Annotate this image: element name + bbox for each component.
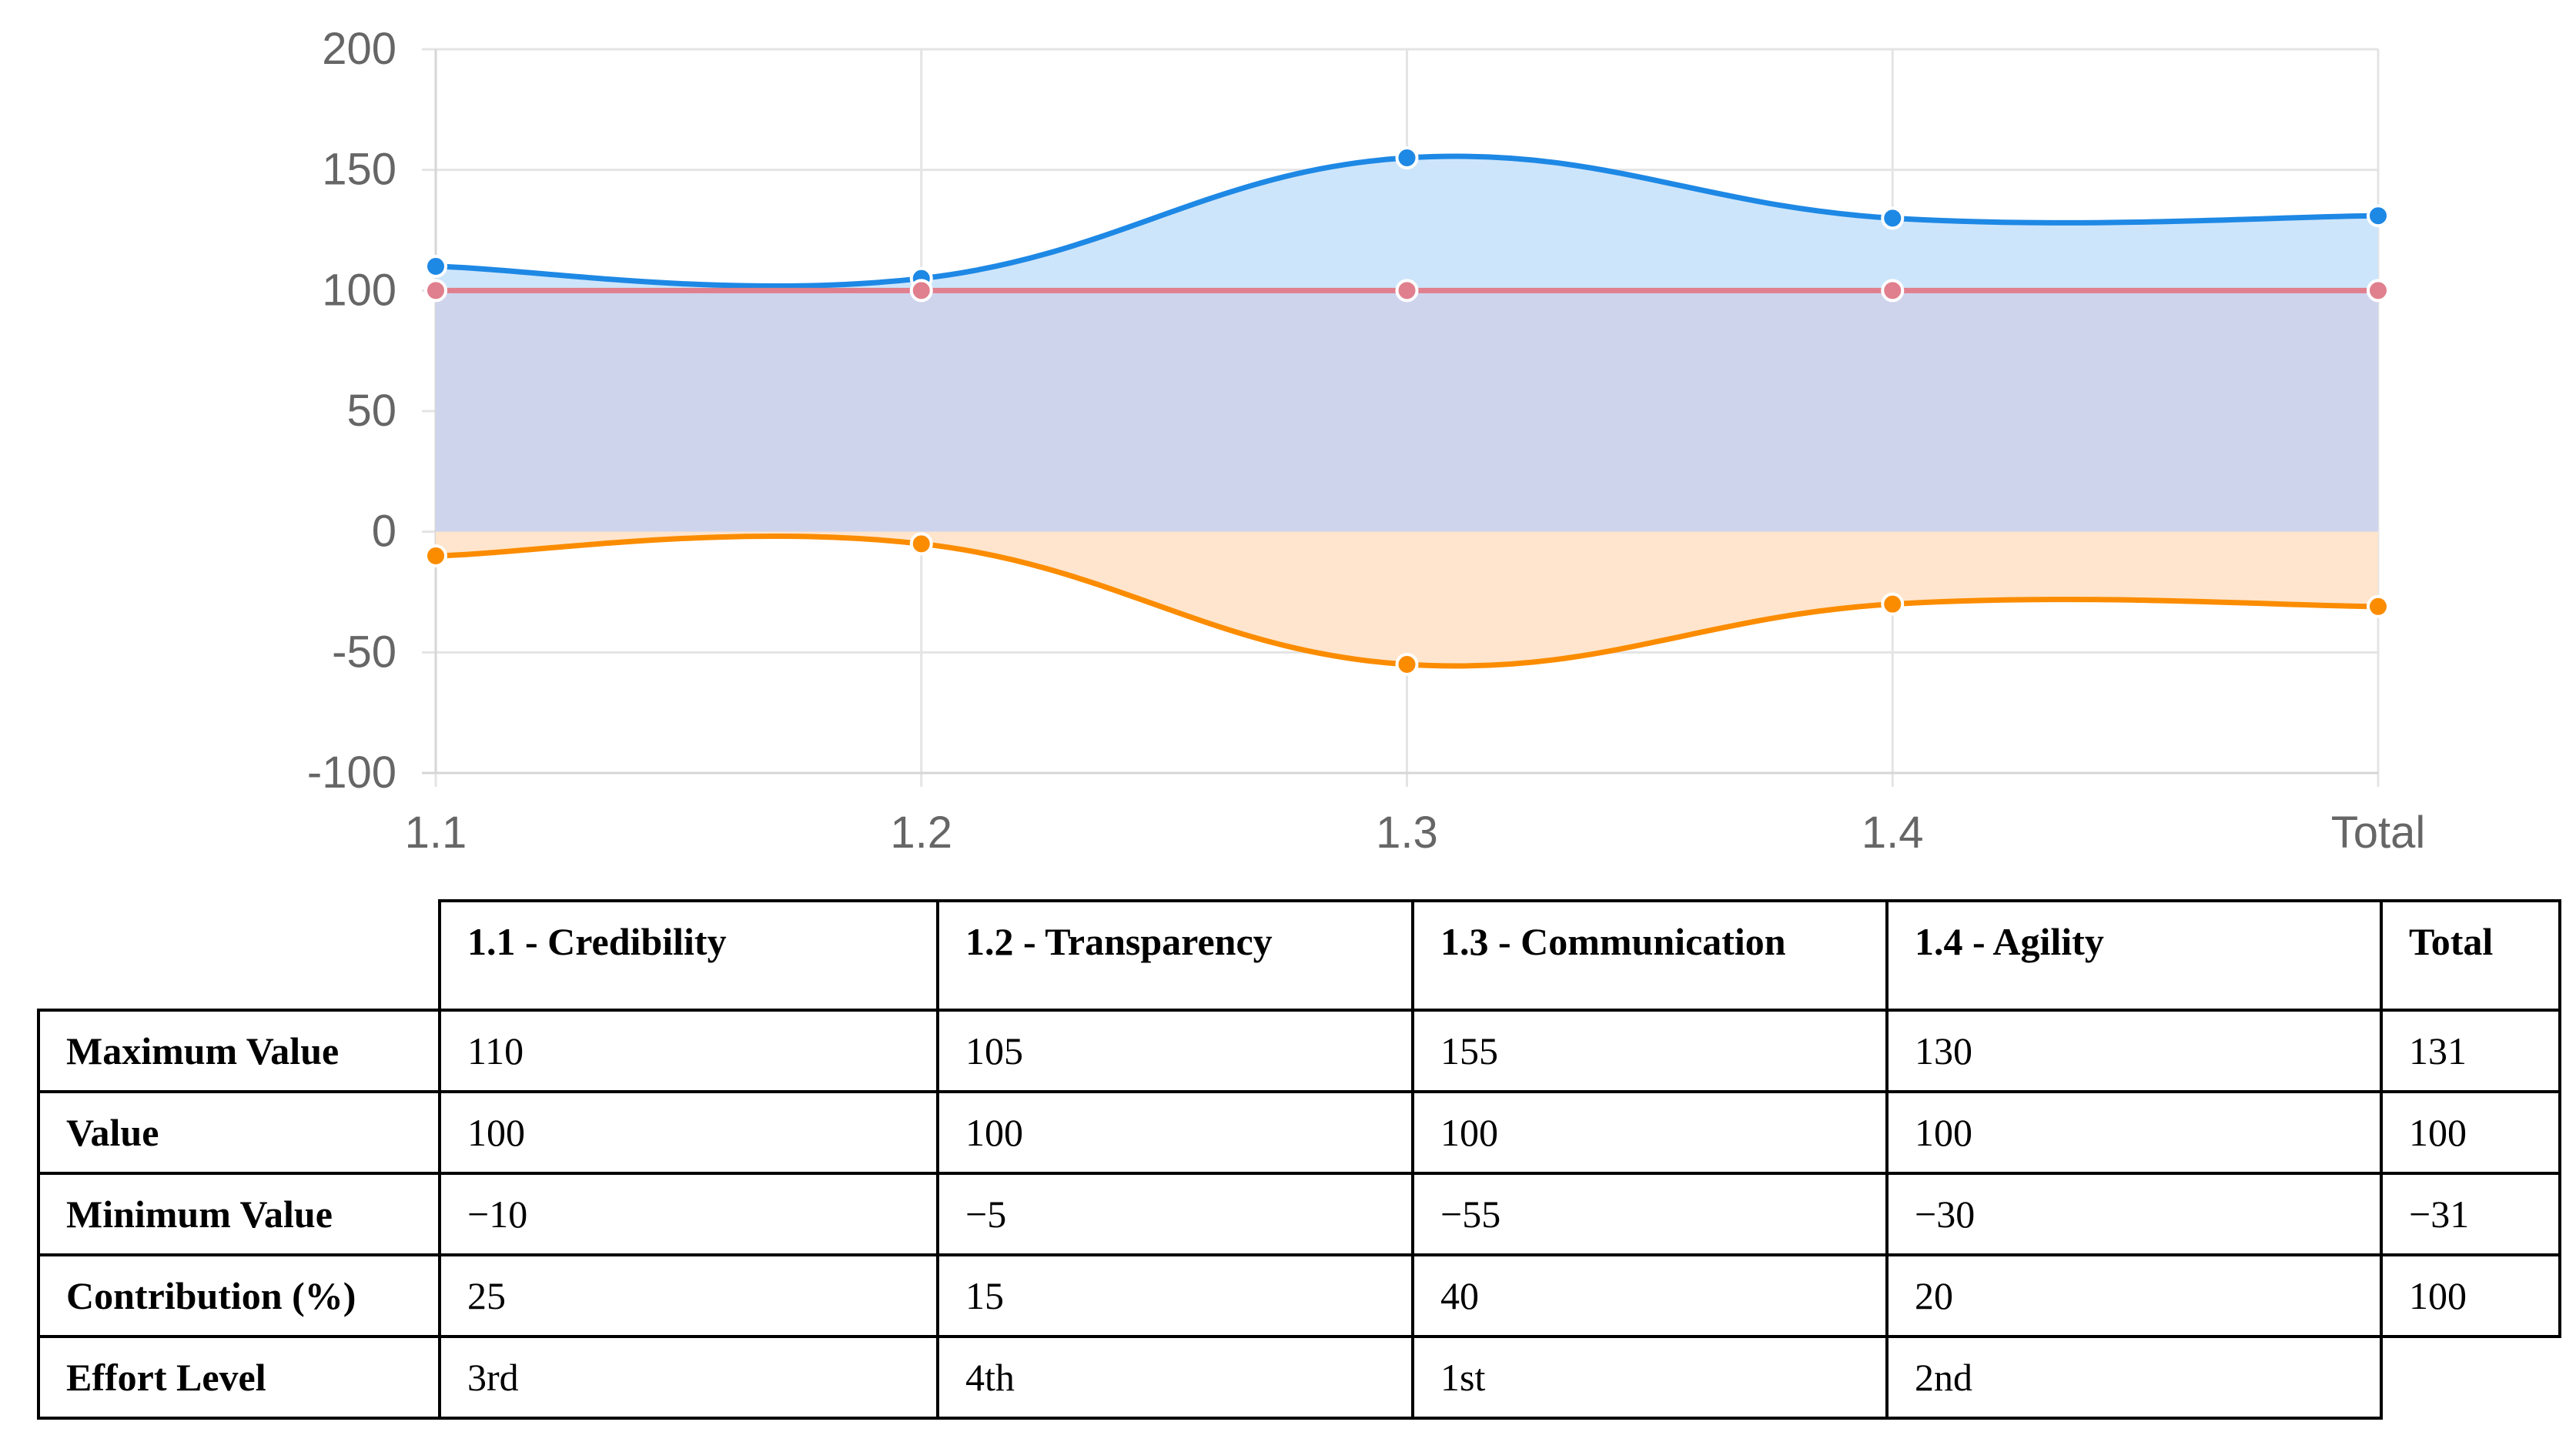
data-point-value [1881, 279, 1905, 303]
row-label: Maximum Value [37, 1009, 441, 1093]
y-tick-label: 100 [322, 265, 396, 315]
row-label: Minimum Value [37, 1172, 441, 1256]
data-point-value [1395, 279, 1419, 303]
table-header-row: 1.1 - Credibility 1.2 - Transparency 1.3… [38, 899, 2561, 1012]
table-row: Effort Level 3rd 4th 1st 2nd [37, 1335, 2560, 1420]
x-tick-label: 1.4 [1862, 808, 1924, 858]
table-cell: 110 [438, 1009, 939, 1093]
table-cell-empty [2381, 1337, 2560, 1418]
table-cell: −55 [1411, 1172, 1889, 1256]
table-cell: 131 [2380, 1009, 2561, 1093]
x-tick-label: 1.2 [890, 808, 952, 858]
x-tick-label: 1.3 [1376, 808, 1438, 858]
data-point-minimum [424, 544, 447, 567]
table-row: Minimum Value −10 −5 −55 −30 −31 [37, 1172, 2561, 1256]
table-cell: 105 [936, 1009, 1414, 1093]
row-label: Effort Level [37, 1335, 441, 1420]
table-cell: −31 [2380, 1172, 2561, 1256]
table-cell: 15 [936, 1253, 1414, 1338]
table-cell: 100 [936, 1090, 1414, 1175]
table-row: Maximum Value 110 105 155 130 131 [37, 1009, 2561, 1093]
table-cell: 100 [2380, 1253, 2561, 1338]
y-tick-label: 50 [346, 386, 396, 436]
data-table: 1.1 - Credibility 1.2 - Transparency 1.3… [37, 899, 2561, 1420]
table-cell: −30 [1885, 1172, 2383, 1256]
y-tick-label: 0 [372, 507, 396, 557]
table-cell: 100 [438, 1090, 939, 1175]
y-tick-label: 150 [322, 145, 396, 195]
table-cell: 1st [1411, 1335, 1889, 1420]
table-row: Contribution (%) 25 15 40 20 100 [37, 1253, 2561, 1338]
chart-svg: 200 150 100 50 0 -50 -100 1.1 1.2 1.3 1.4 Total [307, 24, 2426, 858]
column-header: Total [2380, 899, 2561, 1012]
table-cell: 2nd [1885, 1335, 2383, 1420]
row-label: Contribution (%) [37, 1253, 441, 1338]
table-cell: 25 [438, 1253, 939, 1338]
data-point-maximum [424, 255, 447, 278]
data-point-value [424, 279, 447, 303]
y-tick-label: -100 [307, 748, 396, 798]
table-cell: −5 [936, 1172, 1414, 1256]
table-cell: 20 [1885, 1253, 2383, 1338]
table-cell: 3rd [438, 1335, 939, 1420]
column-header: 1.3 - Communication [1411, 899, 1889, 1012]
table-corner-cell [38, 901, 441, 1012]
table-cell: 100 [2380, 1090, 2561, 1175]
column-header: 1.1 - Credibility [438, 899, 939, 1012]
table-cell: 130 [1885, 1009, 2383, 1093]
data-point-value [909, 279, 933, 303]
x-tick-label: Total [2331, 808, 2426, 858]
table-cell: 155 [1411, 1009, 1889, 1093]
table-cell: 40 [1411, 1253, 1889, 1338]
y-tick-label: 200 [322, 24, 396, 74]
table-cell: 100 [1411, 1090, 1889, 1175]
data-point-minimum [1881, 592, 1905, 616]
data-point-minimum [2367, 594, 2390, 618]
data-point-maximum [1395, 146, 1419, 169]
table-cell: −10 [438, 1172, 939, 1256]
series-area-value [436, 290, 2378, 532]
data-point-value [2367, 279, 2390, 303]
x-tick-label: 1.1 [405, 808, 467, 858]
column-header: 1.4 - Agility [1885, 899, 2383, 1012]
area-chart: 200 150 100 50 0 -50 -100 1.1 1.2 1.3 1.4 Total [307, 24, 2426, 858]
data-point-minimum [909, 532, 933, 556]
data-point-maximum [2367, 204, 2390, 228]
row-label: Value [37, 1090, 441, 1175]
column-header: 1.2 - Transparency [936, 899, 1414, 1012]
y-tick-label: -50 [332, 627, 396, 677]
table-row: Value 100 100 100 100 100 [37, 1090, 2561, 1175]
data-point-maximum [1881, 206, 1905, 230]
table-cell: 100 [1885, 1090, 2383, 1175]
table-cell: 4th [936, 1335, 1414, 1420]
series-area-minimum [436, 531, 2378, 667]
data-point-minimum [1395, 653, 1419, 676]
